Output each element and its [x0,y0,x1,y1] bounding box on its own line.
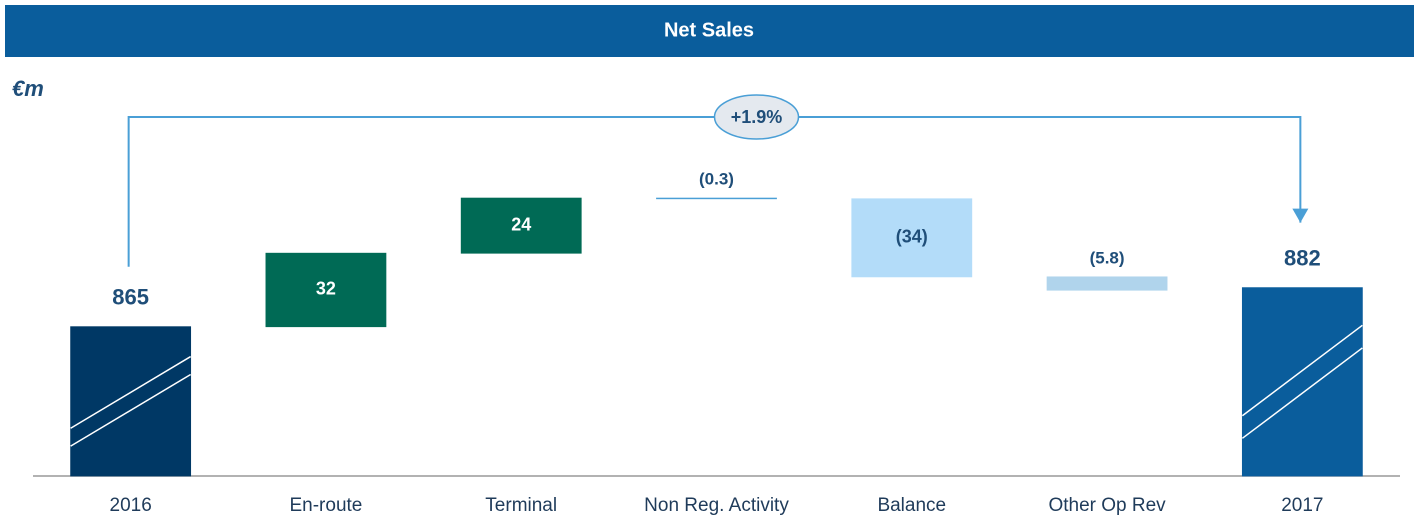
arrow-head [1292,208,1309,223]
chart-title: Net Sales [664,19,754,41]
value-label: (0.3) [699,170,734,189]
value-label: 882 [1284,245,1321,270]
unit-label: €m [12,76,44,101]
x-tick-label: Terminal [485,495,557,516]
bar [1241,287,1363,477]
value-label: (34) [896,227,928,247]
hatch-line [1241,347,1363,439]
value-label: 865 [112,285,149,310]
x-tick-label: 2017 [1281,495,1323,516]
header-bar [5,5,1414,57]
bar [70,326,192,477]
x-tick-label: En-route [289,495,362,516]
value-label: 32 [316,279,336,299]
value-label: (5.8) [1090,248,1125,267]
hatch [70,355,192,447]
x-tick-label: 2016 [110,495,152,516]
x-tick-label: Balance [877,495,946,516]
bar [265,252,387,328]
hatch-line [1241,324,1363,417]
x-tick-label: Non Reg. Activity [644,495,789,516]
bar [460,197,582,254]
hatch-line [70,355,192,429]
value-label: 24 [511,214,531,234]
bar [851,198,973,278]
hatch-line [70,373,192,447]
annotation-bubble [713,94,800,140]
bar [1046,276,1168,291]
x-tick-label: Other Op Rev [1048,495,1166,516]
annotation: +1.9% [731,107,783,127]
hatch [1241,324,1363,439]
bar [656,197,777,200]
connector [127,116,1302,267]
